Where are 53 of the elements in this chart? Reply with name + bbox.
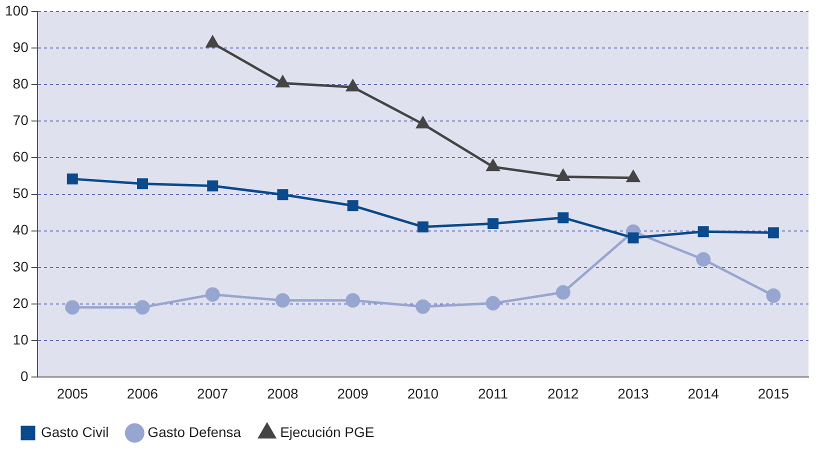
point — [65, 300, 80, 315]
x-tick-label: 2005 — [56, 385, 88, 402]
y-tick-label: 80 — [12, 75, 29, 92]
point — [347, 200, 358, 212]
y-tick-label: 100 — [5, 2, 29, 18]
x-tick-label: 2014 — [688, 385, 720, 402]
y-tick-label: 30 — [12, 258, 29, 274]
x-tick-label: 2006 — [126, 385, 158, 402]
point — [626, 170, 640, 182]
legend-label: Gasto Civil — [41, 424, 109, 440]
point — [417, 221, 428, 232]
point — [275, 293, 290, 308]
y-tick-label: 60 — [12, 148, 29, 165]
y-tick-label: 50 — [12, 185, 29, 202]
x-tick-label: 2008 — [267, 385, 298, 402]
y-tick-label: 90 — [12, 38, 29, 55]
point — [696, 252, 711, 267]
point — [488, 218, 499, 230]
y-tick-label: 10 — [12, 331, 29, 348]
point — [346, 293, 360, 308]
x-tick-label: 2015 — [758, 385, 790, 402]
point — [276, 76, 290, 88]
point — [416, 299, 430, 314]
point — [207, 180, 218, 192]
legend-label: Ejecución PGE — [280, 424, 374, 440]
y-tick-label: 0 — [20, 368, 29, 384]
point — [346, 80, 360, 92]
point — [766, 288, 781, 303]
y-tick-label: 70 — [12, 112, 29, 128]
point — [66, 173, 78, 184]
point — [277, 189, 288, 200]
point — [698, 226, 709, 238]
point — [137, 178, 148, 190]
x-tick-label: 2009 — [337, 385, 369, 402]
point — [486, 296, 500, 311]
point — [558, 212, 569, 224]
y-tick-label: 20 — [12, 294, 29, 311]
x-tick-label: 2007 — [197, 385, 228, 402]
point — [416, 116, 430, 128]
point — [556, 169, 570, 181]
x-tick-label: 2012 — [548, 385, 579, 402]
point — [556, 285, 570, 300]
x-tick-label: 2010 — [407, 385, 439, 402]
point — [486, 160, 500, 172]
point — [628, 232, 639, 244]
point — [205, 287, 220, 302]
x-tick-label: 2013 — [618, 385, 650, 402]
point — [135, 300, 150, 315]
point — [768, 227, 779, 238]
y-tick-label: 40 — [12, 222, 29, 238]
legend-label: Gasto Defensa — [148, 424, 242, 440]
point — [206, 36, 220, 48]
x-tick-label: 2011 — [478, 385, 508, 402]
